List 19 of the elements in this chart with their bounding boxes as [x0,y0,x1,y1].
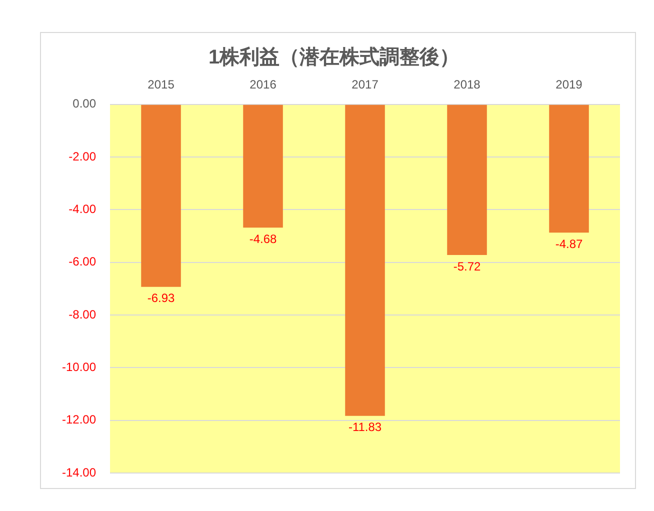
x-tick-label: 2015 [148,78,175,92]
data-label: -4.68 [249,232,278,246]
y-tick-label: -2.00 [68,149,96,164]
data-label: -4.87 [555,236,583,251]
x-tick-label: 2016 [250,78,277,92]
y-tick-label: -8.00 [68,307,96,322]
data-label: -5.72 [453,259,482,274]
y-tick-label: -12.00 [62,412,96,427]
y-tick-label: 0.00 [72,96,96,111]
data-label: -6.93 [147,291,176,306]
x-tick-label: 2017 [352,78,379,92]
y-tick-label: -4.00 [68,202,96,216]
x-tick-label: 2019 [556,78,583,92]
y-tick-label: -10.00 [62,360,96,374]
data-label: -11.83 [348,420,382,434]
y-tick-label: -6.00 [68,254,96,269]
x-tick-label: 2018 [454,78,481,92]
y-tick-label: -14.00 [62,465,96,480]
chart-title: 1株利益（潜在株式調整後） [208,46,460,69]
